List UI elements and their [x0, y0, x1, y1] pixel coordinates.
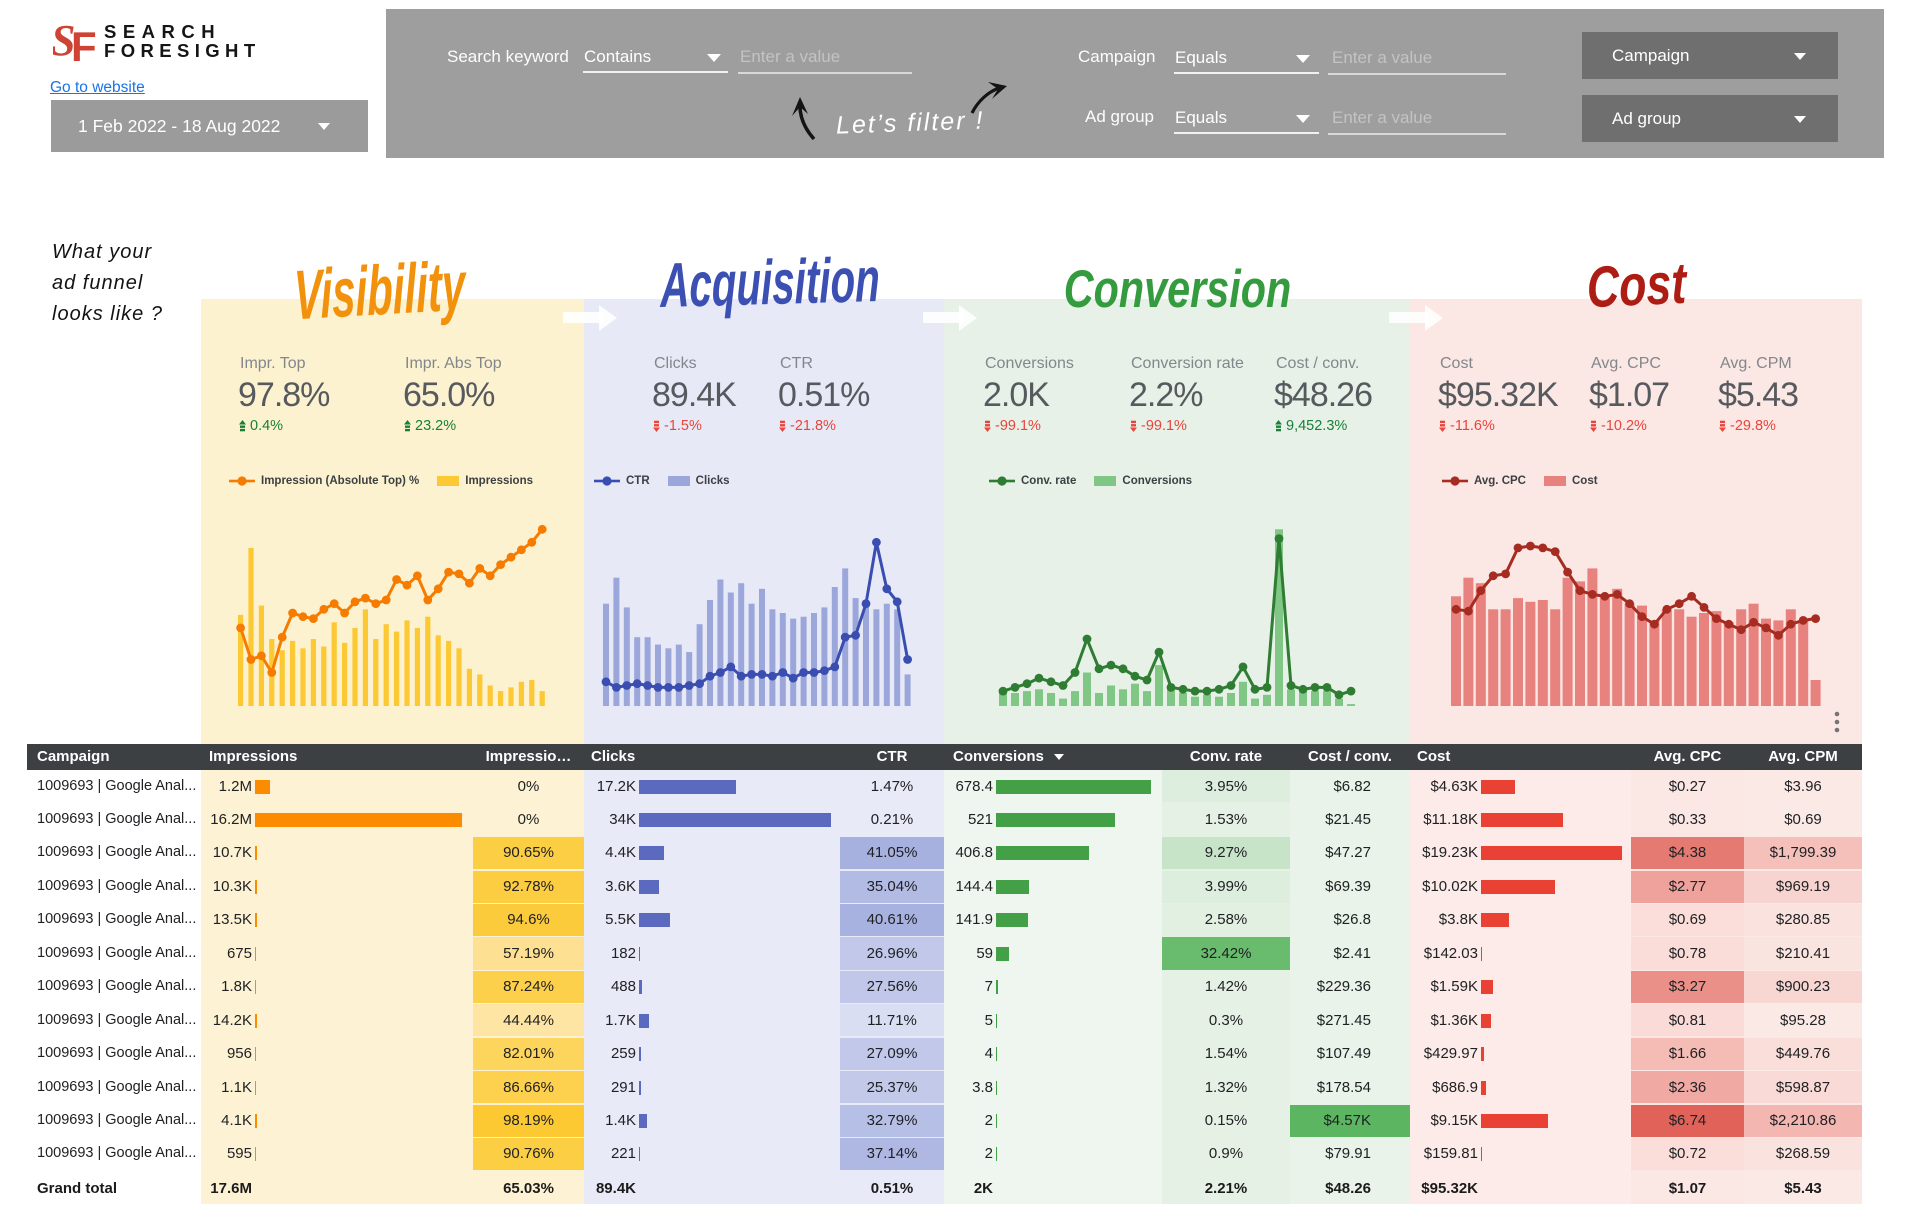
svg-text:S: S	[53, 16, 75, 65]
svg-text:F: F	[71, 23, 97, 65]
